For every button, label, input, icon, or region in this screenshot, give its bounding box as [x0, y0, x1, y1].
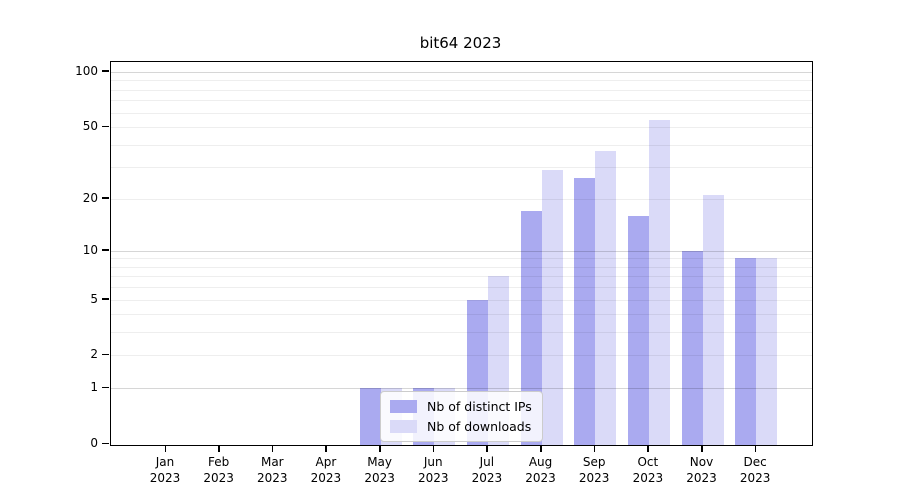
y-tick-label: 2 — [90, 347, 98, 362]
y-tick-label: 5 — [90, 291, 98, 306]
minor-gridline — [111, 258, 812, 260]
minor-gridline — [111, 276, 812, 278]
x-tick — [164, 445, 166, 452]
x-tick — [486, 445, 488, 452]
legend: Nb of distinct IPs Nb of downloads — [380, 391, 543, 442]
y-tick-label: 0 — [90, 436, 98, 450]
x-tick-label: Oct 2023 — [632, 455, 664, 485]
bar-downloads-sep — [595, 150, 617, 445]
y-tick — [102, 386, 109, 389]
legend-swatch-distinct-ips — [390, 400, 417, 413]
major-gridline — [111, 250, 812, 252]
x-tick — [701, 445, 703, 452]
minor-gridline — [111, 127, 812, 129]
x-tick-label: Sep 2023 — [578, 455, 610, 485]
x-tick — [593, 445, 596, 452]
minor-gridline — [111, 314, 812, 316]
x-tick — [647, 445, 649, 452]
x-tick-label: Aug 2023 — [525, 455, 556, 485]
x-tick-label: Mar 2023 — [257, 455, 288, 485]
y-tick — [102, 353, 109, 356]
bar-distinct-ips-oct — [627, 215, 649, 445]
x-tick-label: Jun 2023 — [417, 455, 449, 485]
x-tick-label: Nov 2023 — [686, 455, 717, 485]
bar-distinct-ips-may — [359, 388, 381, 445]
bar-distinct-ips-nov — [681, 250, 703, 445]
x-tick — [540, 445, 542, 452]
y-tick — [102, 197, 109, 199]
y-tick-label: 10 — [82, 242, 98, 257]
major-gridline — [111, 388, 812, 390]
chart-title: bit64 2023 — [419, 34, 502, 52]
x-tick-label: Dec 2023 — [739, 455, 771, 485]
minor-gridline — [111, 80, 812, 82]
y-tick — [102, 249, 109, 251]
legend-label-downloads: Nb of downloads — [427, 419, 532, 434]
bar-distinct-ips-aug — [520, 211, 542, 445]
x-tick — [271, 445, 274, 452]
x-tick — [432, 445, 435, 452]
x-tick-label: Jan 2023 — [149, 455, 181, 485]
minor-gridline — [111, 355, 812, 357]
x-tick — [379, 445, 381, 452]
y-tick — [102, 442, 109, 444]
legend-row-distinct-ips: Nb of distinct IPs — [390, 399, 532, 414]
bar-downloads-oct — [648, 119, 670, 445]
major-gridline — [111, 71, 812, 73]
y-tick-label: 1 — [90, 380, 98, 395]
minor-gridline — [111, 112, 812, 114]
minor-gridline — [111, 100, 812, 102]
x-tick-label: Apr 2023 — [310, 455, 342, 485]
minor-gridline — [111, 167, 812, 169]
y-tick-label: 100 — [75, 63, 98, 78]
x-tick — [325, 445, 327, 452]
x-tick — [754, 445, 757, 452]
bar-downloads-aug — [541, 169, 563, 445]
y-tick — [102, 298, 109, 300]
y-tick-label: 20 — [82, 190, 98, 205]
minor-gridline — [111, 287, 812, 289]
minor-gridline — [111, 144, 812, 146]
y-tick-label: 50 — [82, 119, 98, 134]
minor-gridline — [111, 89, 812, 91]
minor-gridline — [111, 266, 812, 268]
y-tick — [102, 125, 109, 128]
bar-distinct-ips-dec — [735, 258, 757, 445]
minor-gridline — [111, 332, 812, 334]
legend-label-distinct-ips: Nb of distinct IPs — [427, 399, 532, 414]
minor-gridline — [111, 299, 812, 301]
bar-downloads-dec — [756, 258, 778, 445]
x-tick-label: May 2023 — [364, 455, 395, 485]
x-tick — [218, 445, 220, 452]
bar-distinct-ips-sep — [574, 178, 596, 445]
bar-downloads-nov — [702, 194, 724, 445]
legend-row-downloads: Nb of downloads — [390, 419, 532, 434]
y-tick — [102, 70, 109, 72]
minor-gridline — [111, 198, 812, 200]
plot-area: Nb of distinct IPs Nb of downloads — [110, 61, 813, 446]
x-tick-label: Feb 2023 — [203, 455, 234, 485]
x-tick-label: Jul 2023 — [471, 455, 503, 485]
legend-swatch-downloads — [390, 420, 417, 433]
